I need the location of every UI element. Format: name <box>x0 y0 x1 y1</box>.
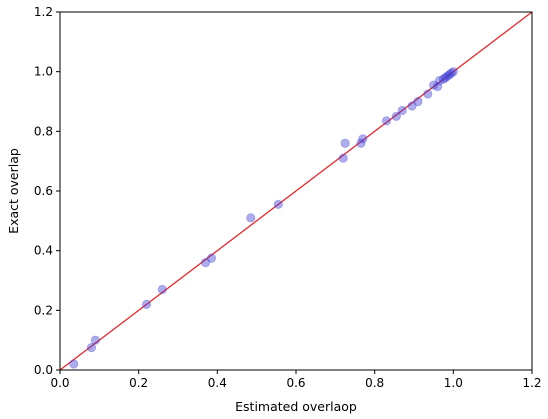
data-point <box>397 105 407 116</box>
data-point <box>141 299 152 309</box>
y-tick-label: 0.6 <box>34 184 53 198</box>
data-point <box>340 138 350 148</box>
y-axis-label: Exact overlap <box>6 148 21 234</box>
data-point <box>200 257 211 268</box>
data-point <box>438 74 449 84</box>
data-point <box>273 199 283 210</box>
y-tick-label: 0.2 <box>34 303 53 317</box>
reference-line-layer <box>59 11 533 371</box>
x-tick-label: 1.0 <box>444 376 463 390</box>
x-tick-label: 1.2 <box>522 376 541 390</box>
data-point <box>381 116 392 126</box>
x-tick-label: 0.2 <box>129 376 148 390</box>
reference-line <box>59 11 533 371</box>
y-axis-ticks: 0.0 0.2 0.4 0.6 0.8 1.0 1.2 <box>34 5 60 377</box>
data-point <box>440 73 451 83</box>
x-tick-label: 0.4 <box>208 376 227 390</box>
x-axis-label: Estimated overlaop <box>235 399 357 414</box>
data-point <box>206 253 217 263</box>
y-tick-label: 1.2 <box>34 5 53 19</box>
y-tick-label: 1.0 <box>34 65 53 79</box>
data-point <box>432 81 443 92</box>
data-point <box>69 359 79 369</box>
data-point <box>407 101 417 111</box>
scatter-points-layer <box>69 67 458 369</box>
data-point <box>413 96 423 107</box>
data-point <box>434 76 445 86</box>
data-point <box>356 138 366 148</box>
data-point <box>358 134 368 144</box>
data-point <box>448 67 458 77</box>
data-point <box>86 343 97 353</box>
data-point <box>423 89 433 99</box>
x-tick-label: 0.8 <box>365 376 384 390</box>
y-tick-label: 0.4 <box>34 244 53 258</box>
data-point <box>429 80 439 90</box>
y-tick-label: 0.0 <box>34 363 53 377</box>
data-point <box>391 111 401 122</box>
data-point <box>446 68 456 78</box>
x-tick-label: 0.6 <box>286 376 305 390</box>
data-point <box>444 70 454 80</box>
data-point <box>442 71 453 81</box>
x-axis-ticks: 0.0 0.2 0.4 0.6 0.8 1.0 1.2 <box>50 370 542 390</box>
x-tick-label: 0.0 <box>50 376 69 390</box>
data-point <box>246 213 256 223</box>
data-point <box>157 284 167 295</box>
data-point <box>90 335 101 345</box>
y-tick-label: 0.8 <box>34 124 53 138</box>
data-point <box>338 153 348 163</box>
